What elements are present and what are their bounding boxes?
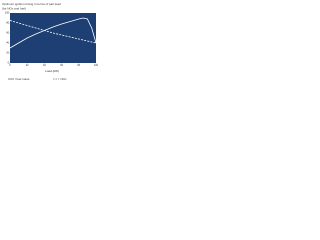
chart-title: Optimum ignition timing in terms of part… xyxy=(2,2,61,6)
series-line xyxy=(9,17,97,49)
y-tick-label: 40 xyxy=(6,42,9,45)
y-tick-label: 80 xyxy=(6,22,9,25)
series-line xyxy=(9,20,97,44)
legend-label: NOx xyxy=(61,77,68,81)
page: {"chart_data": {"type": "line", "title":… xyxy=(0,0,100,84)
x-tick-label: 100 xyxy=(94,64,99,67)
y-tick-label: 100 xyxy=(5,12,10,15)
x-tick-label: 20 xyxy=(26,64,29,67)
chart: Optimum ignition timing in terms of part… xyxy=(2,2,99,81)
x-tick-label: 40 xyxy=(43,64,46,67)
legend-label: Fuel mass xyxy=(16,77,30,81)
y-tick-label: 60 xyxy=(6,32,9,35)
y-tick-label: 20 xyxy=(6,52,9,55)
y-tick-label: 0 xyxy=(8,62,10,65)
x-tick-label: 80 xyxy=(77,64,80,67)
x-axis-label: Load (kW) xyxy=(45,69,59,73)
x-tick-label: 60 xyxy=(60,64,63,67)
chart-subtitle: (for NOx and fuel) xyxy=(2,6,26,10)
plot-area xyxy=(10,13,96,63)
x-tick-label: 0 xyxy=(9,64,11,67)
